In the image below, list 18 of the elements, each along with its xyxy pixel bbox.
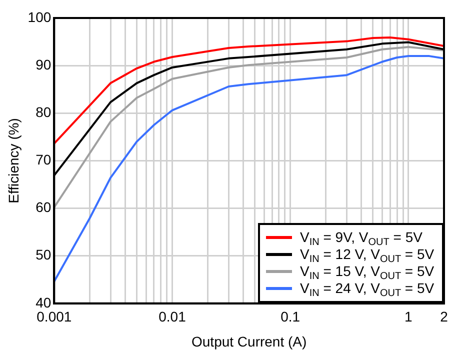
legend-label: V$_{IN}$ = 12 V, V$_{OUT}$ = 5V <box>300 246 434 266</box>
y-tick-label: 50 <box>36 246 52 263</box>
legend-label: V$_{IN}$ = 24 V, V$_{OUT}$ = 5V <box>300 280 434 300</box>
x-tick-label: 0.01 <box>158 308 186 325</box>
y-tick-label: 100 <box>28 8 52 25</box>
x-tick-label: 0.001 <box>36 308 72 325</box>
y-axis-title: Efficiency (%) <box>5 118 22 204</box>
x-axis-title: Output Current (A) <box>192 333 307 350</box>
y-tick-label: 70 <box>36 152 52 168</box>
legend-label: V$_{IN}$ = 9V, V$_{OUT}$ = 5V <box>300 229 422 248</box>
x-tick-label: 0.1 <box>280 308 300 325</box>
y-tick-label: 60 <box>36 199 52 216</box>
y-tick-label: 90 <box>36 56 52 72</box>
y-tick-label: 40 <box>36 294 52 310</box>
legend-label: V$_{IN}$ = 15 V, V$_{OUT}$ = 5V <box>300 263 434 282</box>
x-tick-label: 1 <box>404 308 413 325</box>
x-tick-label: 2 <box>440 308 448 325</box>
y-tick-label: 80 <box>36 104 52 120</box>
